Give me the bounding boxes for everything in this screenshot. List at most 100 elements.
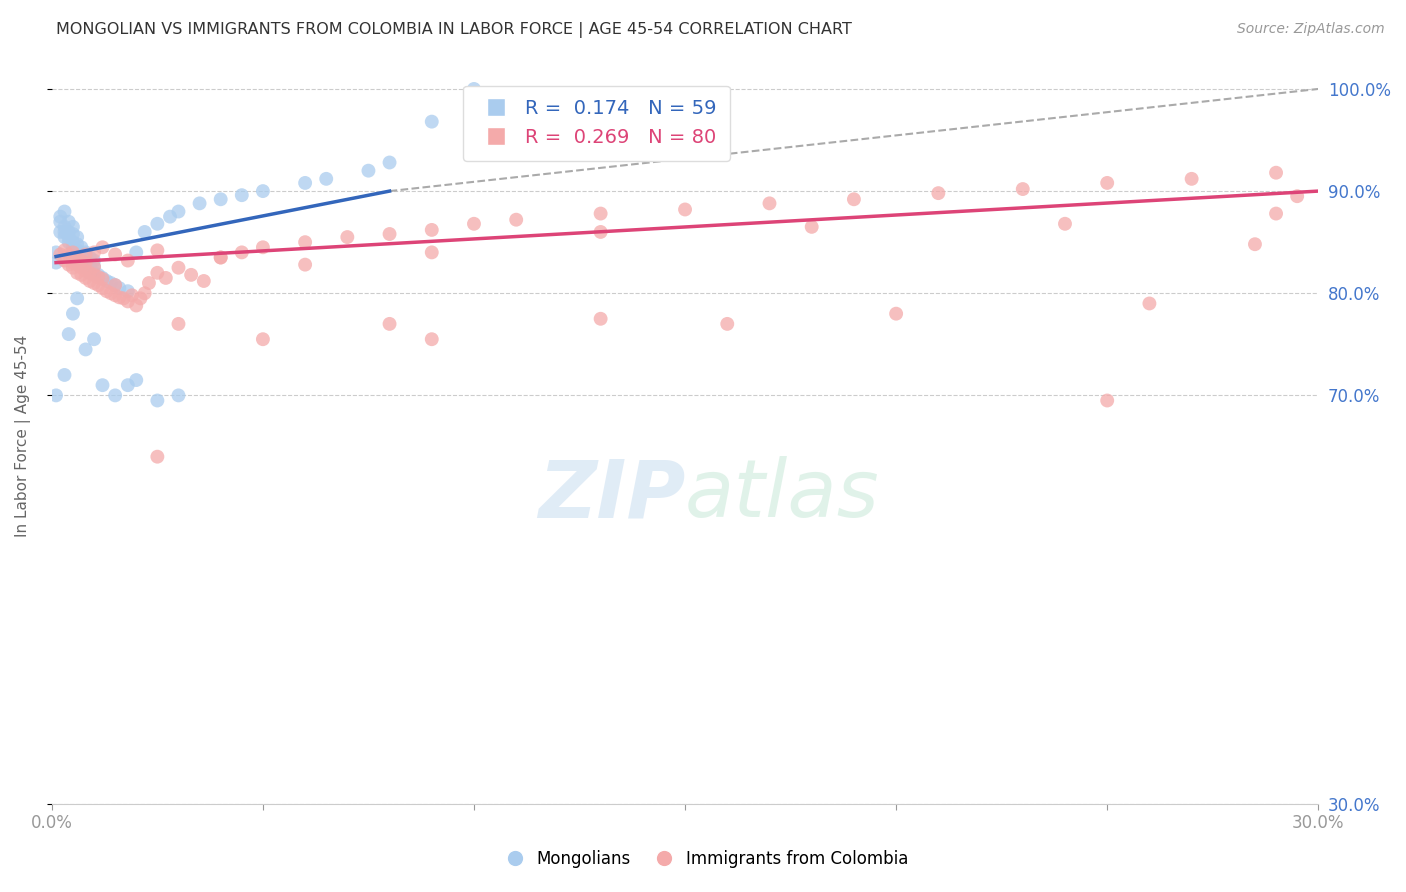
Point — [75, 343, 97, 357]
Point — [1286, 189, 1309, 203]
Point — [96, 284, 118, 298]
Point — [294, 258, 316, 272]
Point — [104, 388, 127, 402]
Point — [884, 307, 907, 321]
Point — [91, 271, 114, 285]
Point — [83, 268, 105, 282]
Point — [83, 266, 105, 280]
Point — [134, 286, 156, 301]
Point — [62, 240, 84, 254]
Point — [87, 269, 110, 284]
Point — [53, 204, 76, 219]
Point — [138, 276, 160, 290]
Point — [66, 237, 89, 252]
Point — [589, 225, 612, 239]
Point — [231, 188, 253, 202]
Point — [70, 253, 93, 268]
Point — [209, 192, 232, 206]
Point — [79, 266, 101, 280]
Point — [70, 268, 93, 282]
Point — [589, 206, 612, 220]
Point — [420, 114, 443, 128]
Point — [420, 245, 443, 260]
Point — [167, 317, 190, 331]
Point — [125, 245, 148, 260]
Point — [117, 253, 139, 268]
Point — [75, 250, 97, 264]
Point — [378, 227, 401, 241]
Legend: Mongolians, Immigrants from Colombia: Mongolians, Immigrants from Colombia — [491, 844, 915, 875]
Point — [62, 219, 84, 234]
Point — [91, 272, 114, 286]
Point — [1095, 393, 1118, 408]
Point — [62, 227, 84, 241]
Point — [104, 288, 127, 302]
Point — [53, 230, 76, 244]
Point — [58, 235, 80, 249]
Point — [45, 245, 67, 260]
Point — [378, 317, 401, 331]
Point — [167, 204, 190, 219]
Point — [167, 388, 190, 402]
Point — [100, 286, 122, 301]
Point — [62, 245, 84, 260]
Point — [62, 235, 84, 249]
Point — [83, 260, 105, 274]
Point — [70, 253, 93, 268]
Point — [505, 212, 527, 227]
Point — [209, 251, 232, 265]
Point — [53, 253, 76, 268]
Point — [83, 245, 105, 260]
Point — [83, 253, 105, 268]
Point — [315, 171, 337, 186]
Point — [146, 393, 169, 408]
Point — [66, 247, 89, 261]
Point — [53, 225, 76, 239]
Point — [49, 215, 72, 229]
Point — [188, 196, 211, 211]
Point — [62, 253, 84, 268]
Point — [58, 230, 80, 244]
Text: Source: ZipAtlas.com: Source: ZipAtlas.com — [1237, 22, 1385, 37]
Text: MONGOLIAN VS IMMIGRANTS FROM COLOMBIA IN LABOR FORCE | AGE 45-54 CORRELATION CHA: MONGOLIAN VS IMMIGRANTS FROM COLOMBIA IN… — [56, 22, 852, 38]
Point — [104, 278, 127, 293]
Point — [121, 288, 143, 302]
Point — [589, 311, 612, 326]
Point — [134, 225, 156, 239]
Point — [463, 82, 485, 96]
Point — [66, 244, 89, 258]
Point — [62, 260, 84, 275]
Point — [75, 255, 97, 269]
Point — [146, 266, 169, 280]
Point — [1095, 176, 1118, 190]
Point — [420, 223, 443, 237]
Point — [66, 230, 89, 244]
Point — [100, 276, 122, 290]
Point — [112, 291, 135, 305]
Point — [252, 332, 274, 346]
Point — [83, 332, 105, 346]
Point — [758, 196, 780, 211]
Point — [66, 266, 89, 280]
Point — [70, 260, 93, 275]
Point — [117, 378, 139, 392]
Point — [53, 368, 76, 382]
Point — [104, 247, 127, 261]
Point — [125, 373, 148, 387]
Point — [155, 271, 177, 285]
Point — [108, 281, 131, 295]
Point — [58, 247, 80, 261]
Text: atlas: atlas — [685, 456, 880, 534]
Point — [463, 217, 485, 231]
Point — [104, 278, 127, 293]
Point — [420, 332, 443, 346]
Point — [1011, 182, 1033, 196]
Point — [1265, 166, 1288, 180]
Point — [79, 274, 101, 288]
Point — [62, 255, 84, 269]
Point — [842, 192, 865, 206]
Point — [800, 219, 823, 234]
Point — [87, 268, 110, 282]
Point — [75, 271, 97, 285]
Point — [209, 251, 232, 265]
